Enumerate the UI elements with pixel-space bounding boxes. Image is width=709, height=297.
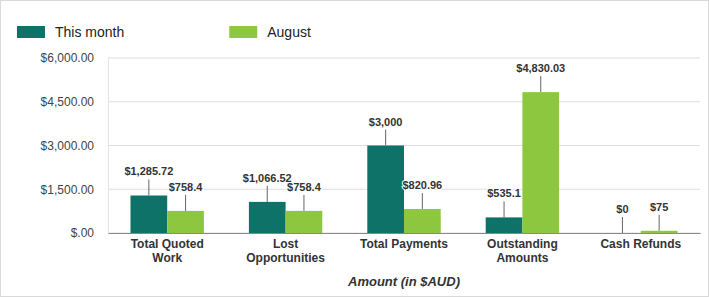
bar: [367, 146, 404, 234]
y-tick-label: $4,500.00: [41, 95, 95, 109]
x-tick-label: Cash Refunds: [600, 237, 681, 251]
data-labels: $1,285.72 $1,066.52 $3,000 $535.1 $0 $758.4 $7…: [124, 62, 668, 233]
legend-swatch: [17, 26, 45, 38]
x-axis-line: [109, 233, 701, 234]
y-tick-label: $3,000.00: [41, 139, 95, 153]
y-axis: $.00 $1,500.00 $3,000.00 $4,500.00 $6,000.00: [41, 51, 109, 240]
x-tick: Total Payments: [360, 233, 448, 251]
y-tick: $.00: [71, 226, 108, 240]
data-label: $758.4: [287, 181, 322, 193]
data-label: $758.4: [169, 181, 204, 193]
label-leader: [540, 76, 541, 92]
x-tick-label: OutstandingAmounts: [487, 237, 558, 265]
bar: [522, 92, 559, 233]
y-tick-label: $1,500.00: [41, 183, 95, 197]
y-tick: $1,500.00: [41, 183, 108, 197]
bar: [641, 231, 678, 233]
x-tick-label: Total QuotedWork: [131, 237, 204, 265]
chart: $.00 $1,500.00 $3,000.00 $4,500.00 $6,000.00…: [0, 0, 709, 297]
data-label: $1,285.72: [124, 165, 173, 177]
data-label: $0: [616, 203, 628, 215]
plot: $.00 $1,500.00 $3,000.00 $4,500.00 $6,000.00…: [41, 51, 701, 265]
bars: [130, 92, 677, 233]
y-axis-line: [108, 59, 109, 234]
y-tick: $4,500.00: [41, 95, 108, 109]
data-label: $4,830.03: [516, 62, 565, 74]
x-tick-label: LostOpportunities: [246, 237, 325, 265]
grid-line: [108, 58, 700, 59]
legend-label: This month: [55, 24, 124, 40]
label-leader: [267, 186, 268, 202]
label-leader: [504, 201, 505, 217]
data-label: $3,000: [369, 116, 403, 128]
label-leader: [303, 195, 304, 211]
x-tick: OutstandingAmounts: [487, 233, 558, 265]
bar: [404, 209, 441, 233]
data-label: $75: [650, 201, 668, 213]
y-tick: $6,000.00: [41, 51, 108, 65]
bar: [167, 211, 204, 233]
x-axis-title: Amount (in $AUD): [347, 274, 460, 289]
data-label: $1,066.52: [243, 172, 292, 184]
label-leader: [385, 130, 386, 146]
background: [1, 1, 709, 297]
label-leader: [185, 195, 186, 211]
label-leader: [622, 217, 623, 233]
y-tick-label: $6,000.00: [41, 51, 95, 65]
x-axis: Total QuotedWork LostOpportunities Total P…: [109, 233, 701, 265]
x-tick: Cash Refunds: [600, 233, 681, 251]
grid: [108, 58, 700, 233]
legend-swatch: [229, 26, 257, 38]
y-tick: $3,000.00: [41, 139, 108, 153]
label-leader: [659, 215, 660, 231]
bar: [130, 195, 167, 233]
bar: [486, 217, 523, 233]
x-tick: Total QuotedWork: [131, 233, 204, 265]
grid-line: [108, 101, 700, 102]
legend: This month August: [17, 24, 311, 40]
x-tick-label: Total Payments: [360, 237, 448, 251]
data-label: $820.96: [402, 179, 442, 191]
legend-label: August: [267, 24, 311, 40]
label-leader: [148, 179, 149, 195]
label-leader: [422, 193, 423, 209]
bar: [249, 202, 286, 233]
y-tick-label: $.00: [71, 226, 95, 240]
data-label: $535.1: [487, 187, 521, 199]
bar: [286, 211, 323, 233]
x-tick: LostOpportunities: [246, 233, 325, 265]
